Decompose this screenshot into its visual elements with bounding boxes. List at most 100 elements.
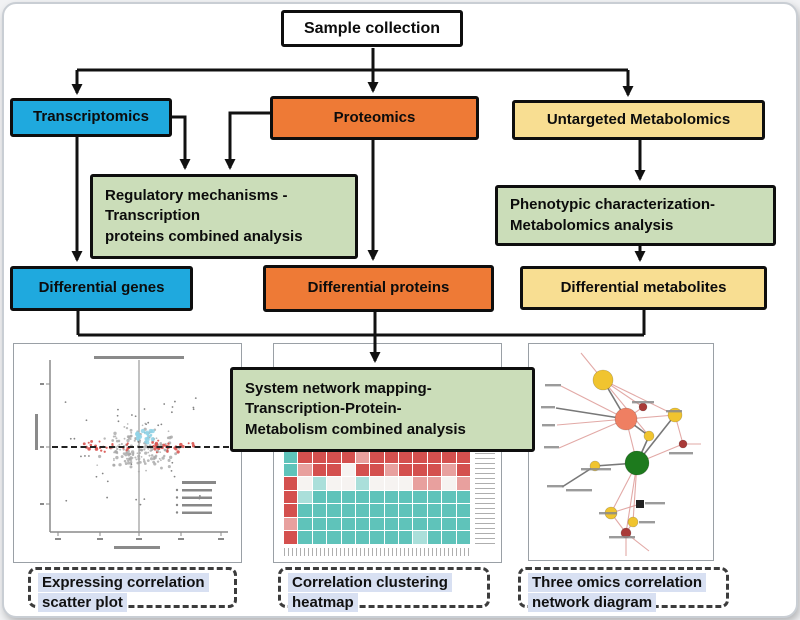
heatmap-cell [312,450,327,463]
heatmap-cell [384,477,399,490]
heatmap-cell [341,517,355,531]
heatmap-cell [284,450,298,463]
caption-heatmap: Correlation clustering heatmap [278,567,490,612]
heatmap-cell [284,517,298,531]
heatmap-cell [298,531,312,544]
heatmap-cell [355,477,370,490]
heatmap-cell [341,450,355,463]
heatmap-cell [427,531,442,544]
heatmap-cell [442,463,456,477]
heatmap-cell [413,463,427,477]
heatmap-cell [341,531,355,544]
heatmap-cell [312,490,327,504]
heatmap-cell [427,517,442,531]
heatmap-cell [442,517,456,531]
caption-network-diagram: Three omics correlation network diagram [518,567,729,612]
heatmap-cell [456,517,470,531]
heatmap-cell [341,477,355,490]
heatmap-cell [413,490,427,504]
heatmap-cell [399,477,413,490]
caption-scatter-plot-text: Expressing correlation scatter plot [38,573,209,612]
heatmap-cell [370,490,384,504]
heatmap-cell [312,477,327,490]
heatmap-cell [442,477,456,490]
heatmap-cell [284,463,298,477]
node-proteomics: Proteomics [270,96,479,140]
heatmap-cell [298,450,312,463]
heatmap-cell [442,531,456,544]
heatmap-cell [427,450,442,463]
heatmap-cell [456,490,470,504]
caption-scatter-plot: Expressing correlation scatter plot [28,567,237,612]
heatmap-cell [370,450,384,463]
heatmap-cell [384,463,399,477]
heatmap-cell [456,477,470,490]
heatmap-cell [456,531,470,544]
heatmap-cell [384,531,399,544]
heatmap-cell [456,504,470,517]
heatmap-cell [312,463,327,477]
heatmap-cell [312,531,327,544]
caption-network-diagram-text: Three omics correlation network diagram [528,573,707,612]
heatmap-cell [442,504,456,517]
heatmap-cell [399,450,413,463]
heatmap-cell [355,504,370,517]
heatmap-row-labels [475,448,495,548]
heatmap-cell [312,504,327,517]
heatmap-cell [327,463,341,477]
heatmap-cell [456,463,470,477]
heatmap-cell [413,450,427,463]
heatmap-cell [298,477,312,490]
heatmap-cell [355,517,370,531]
heatmap-cell [327,531,341,544]
node-phenotypic-analysis: Phenotypic characterization- Metabolomic… [495,185,776,246]
heatmap-cell [442,490,456,504]
heatmap-cell [456,450,470,463]
node-regulatory-analysis: Regulatory mechanisms - Transcription pr… [90,174,358,259]
node-system-network: System network mapping- Transcription-Pr… [230,367,535,452]
heatmap-cell [298,517,312,531]
heatmap-cell [327,490,341,504]
network-diagram-thumbnail [541,352,701,556]
heatmap-cell [284,477,298,490]
node-differential-genes: Differential genes [10,266,193,311]
heatmap-cell [298,490,312,504]
heatmap-cell [384,450,399,463]
heatmap-cell [327,504,341,517]
node-sample-collection: Sample collection [281,10,463,47]
heatmap-cell [399,531,413,544]
node-untargeted-metabolomics: Untargeted Metabolomics [512,100,765,140]
heatmap-cell [399,504,413,517]
heatmap-cell [327,477,341,490]
heatmap-cell [370,477,384,490]
heatmap-cell [298,504,312,517]
node-differential-proteins: Differential proteins [263,265,494,312]
network-panel [528,343,714,561]
heatmap-thumbnail [284,450,470,544]
heatmap-cell [355,531,370,544]
heatmap-cell [284,531,298,544]
heatmap-cell [427,463,442,477]
heatmap-cell [384,490,399,504]
heatmap-cell [384,517,399,531]
heatmap-cell [427,504,442,517]
heatmap-cell [399,517,413,531]
heatmap-cell [341,504,355,517]
heatmap-cell [413,517,427,531]
heatmap-cell [384,504,399,517]
heatmap-cell [370,517,384,531]
heatmap-cell [399,490,413,504]
heatmap-cell [413,531,427,544]
heatmap-cell [427,490,442,504]
heatmap-cell [284,490,298,504]
heatmap-panel [273,343,502,563]
heatmap-cell [327,450,341,463]
heatmap-cell [327,517,341,531]
scatter-plot-thumbnail [35,356,229,549]
heatmap-cell [413,504,427,517]
scatter-plot-panel [13,343,242,563]
heatmap-cell [341,463,355,477]
heatmap-cell [284,504,298,517]
caption-heatmap-text: Correlation clustering heatmap [288,573,452,612]
heatmap-cell [370,531,384,544]
